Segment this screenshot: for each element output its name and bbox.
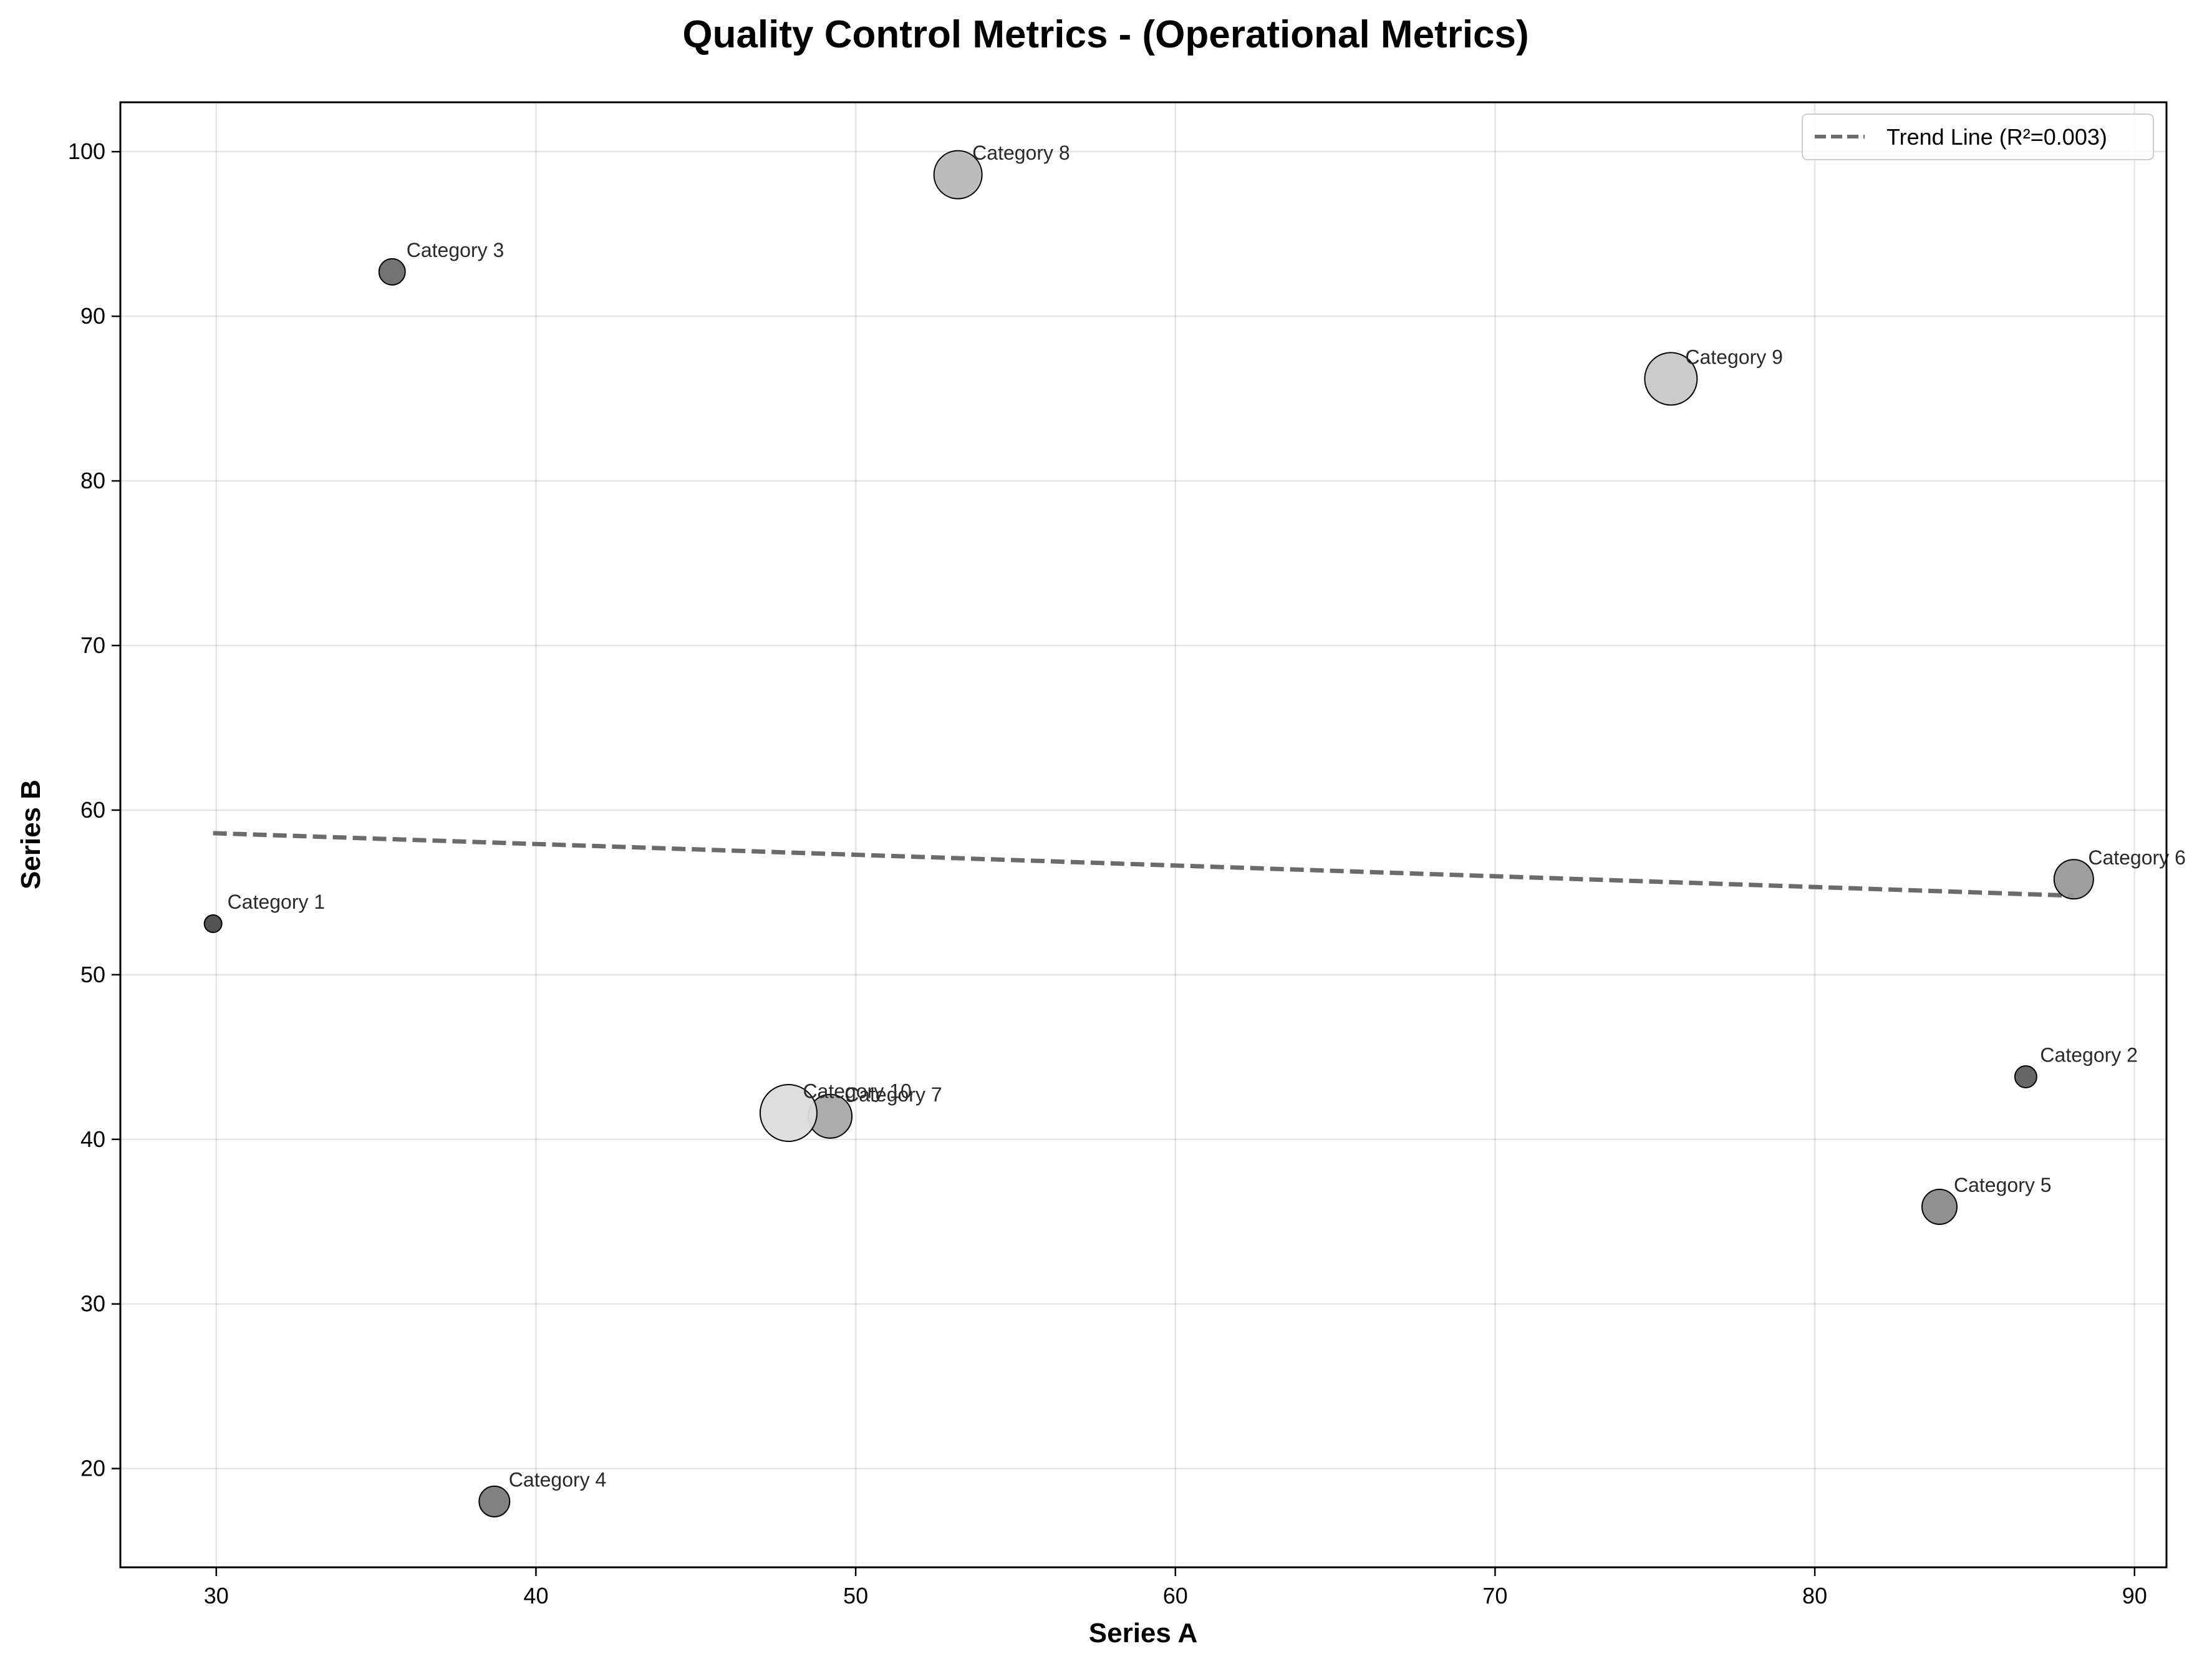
y-tick-label: 40 — [80, 1126, 105, 1152]
y-axis-label: Series B — [16, 780, 46, 889]
data-point — [478, 1485, 511, 1517]
data-point — [2014, 1065, 2037, 1088]
point-label: Category 8 — [972, 142, 1070, 164]
point-labels-layer: Category 1 Category 2 Category 3 Category 4… — [228, 142, 2186, 1491]
x-axis-label: Series A — [1089, 1618, 1197, 1648]
data-point — [759, 1084, 818, 1143]
data-point — [1921, 1188, 1958, 1225]
data-point — [2053, 859, 2094, 900]
x-tick-label: 80 — [1802, 1583, 1827, 1608]
trend-line-layer — [213, 831, 2074, 898]
x-tick-label: 30 — [204, 1583, 229, 1608]
point-label: Category 5 — [1954, 1174, 2052, 1196]
point-label: Category 4 — [509, 1468, 607, 1491]
x-tick-label: 50 — [843, 1583, 868, 1608]
y-tick-label: 60 — [80, 797, 105, 823]
point-label: Category 2 — [2040, 1043, 2138, 1066]
point-label: Category 3 — [407, 239, 505, 261]
plot-frame — [119, 101, 2168, 1569]
y-tick-label: 20 — [80, 1456, 105, 1481]
x-tick-label: 40 — [523, 1583, 548, 1608]
legend: Trend Line (R²=0.003) — [1802, 114, 2154, 160]
x-tick-label: 70 — [1482, 1583, 1507, 1608]
points-layer — [203, 150, 2094, 1517]
trend-line — [213, 831, 2074, 898]
data-point — [933, 150, 983, 200]
chart-title: Quality Control Metrics - (Operational M… — [682, 13, 1529, 56]
point-label: Category 9 — [1685, 346, 1783, 368]
y-axis-ticks: 20 30 40 50 60 70 80 90 100 — [68, 138, 120, 1481]
legend-box — [1802, 114, 2154, 160]
y-tick-label: 30 — [80, 1291, 105, 1317]
x-tick-label: 60 — [1163, 1583, 1188, 1608]
legend-trend-label: Trend Line (R²=0.003) — [1886, 124, 2107, 150]
grid — [120, 102, 2166, 1567]
x-axis-ticks: 30 40 50 60 70 80 90 — [204, 1567, 2147, 1608]
y-tick-label: 50 — [80, 962, 105, 987]
y-tick-label: 90 — [80, 303, 105, 329]
point-label: Category 7 — [844, 1083, 942, 1106]
point-label: Category 10 — [803, 1080, 911, 1103]
data-point — [203, 914, 223, 934]
y-tick-label: 100 — [68, 138, 105, 164]
x-tick-label: 90 — [2122, 1583, 2147, 1608]
plot-area — [120, 102, 2166, 1567]
point-label: Category 1 — [228, 891, 326, 913]
y-tick-label: 80 — [80, 468, 105, 493]
data-point — [378, 258, 406, 286]
data-point — [1644, 352, 1698, 406]
point-label: Category 6 — [2088, 846, 2186, 869]
y-tick-label: 70 — [80, 632, 105, 658]
